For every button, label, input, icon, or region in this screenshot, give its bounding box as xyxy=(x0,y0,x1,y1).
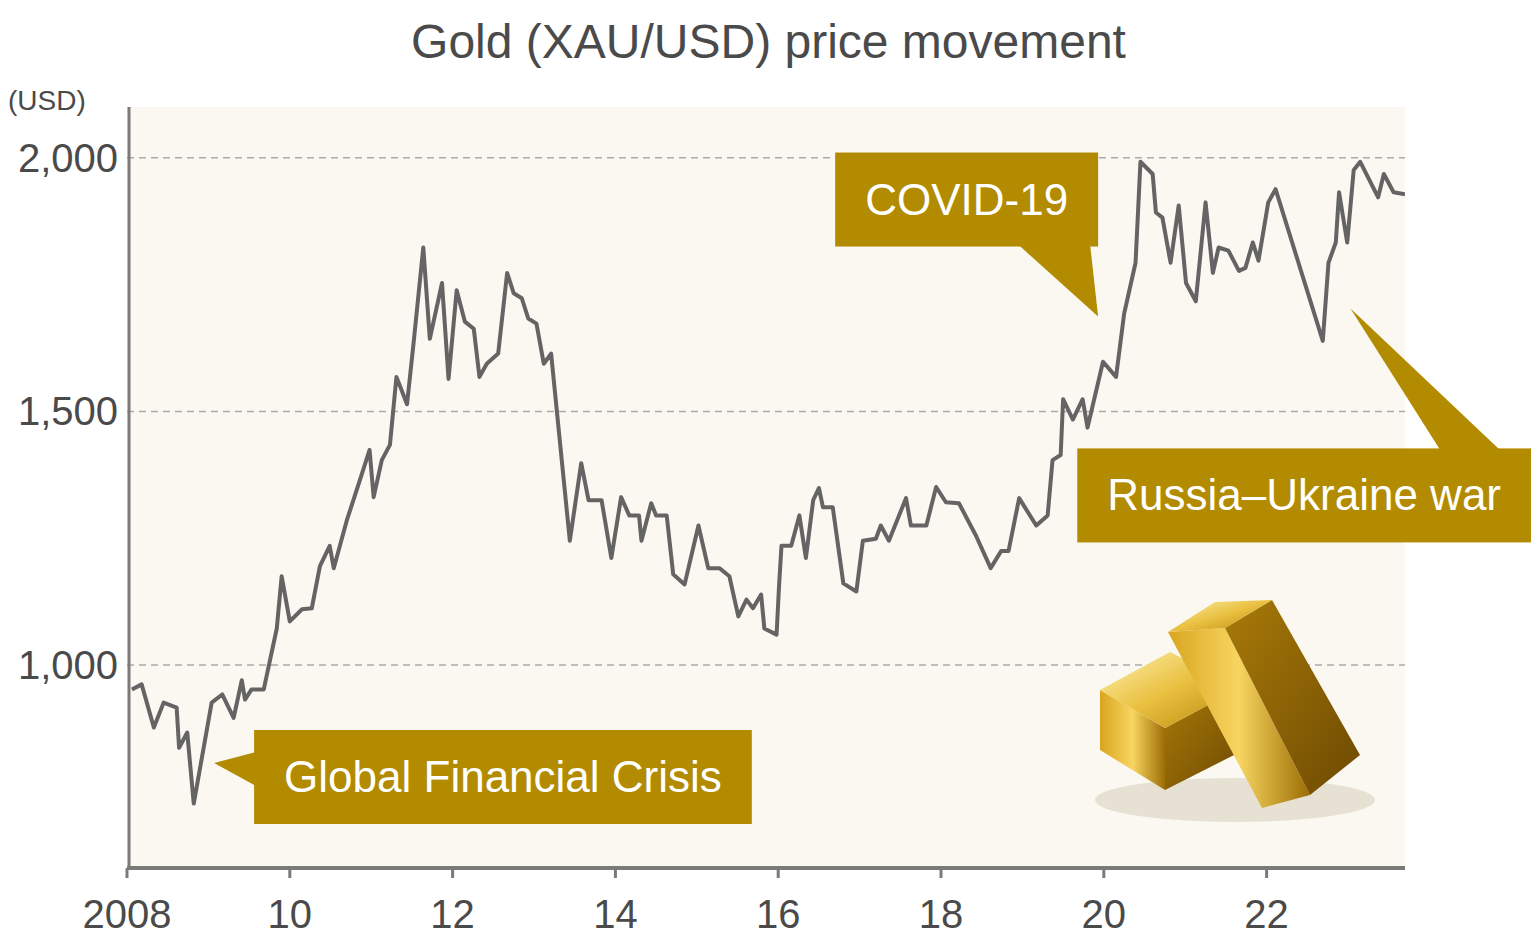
grid-line xyxy=(127,157,1405,159)
annotation: Russia–Ukraine war xyxy=(1077,308,1531,542)
annotation-pointer xyxy=(1018,245,1098,317)
x-tick xyxy=(777,868,780,878)
x-tick-label: 20 xyxy=(1082,892,1127,936)
annotation-box xyxy=(1077,448,1531,542)
x-tick xyxy=(451,868,454,878)
annotation: COVID-19 xyxy=(835,153,1098,317)
bar-face xyxy=(1225,600,1360,795)
x-tick xyxy=(614,868,617,878)
x-axis-line xyxy=(127,866,1405,870)
grid-line xyxy=(127,411,1405,413)
y-tick-label: 1,000 xyxy=(18,643,118,687)
x-tick xyxy=(940,868,943,878)
annotation-pointer xyxy=(214,752,256,786)
y-tick-label: 2,000 xyxy=(18,136,118,180)
chart: Gold (XAU/USD) price movement (USD) 1,000 1… xyxy=(0,0,1537,945)
x-tick-label: 10 xyxy=(268,892,313,936)
annotation-box xyxy=(254,730,752,824)
x-tick xyxy=(126,868,129,878)
annotation: Global Financial Crisis xyxy=(214,730,752,824)
y-axis-label: (USD) xyxy=(8,85,86,116)
x-tick-label: 12 xyxy=(430,892,475,936)
y-axis-line xyxy=(128,107,131,868)
title: Gold (XAU/USD) price movement xyxy=(411,15,1126,68)
x-tick-label: 16 xyxy=(756,892,801,936)
annotation-box xyxy=(835,153,1098,247)
x-tick-label: 14 xyxy=(593,892,638,936)
x-tick-label: 18 xyxy=(919,892,964,936)
gold-bars-illustration xyxy=(1095,600,1375,822)
x-tick xyxy=(1102,868,1105,878)
annotation-text: Global Financial Crisis xyxy=(284,752,722,801)
annotation-text: Russia–Ukraine war xyxy=(1107,470,1501,519)
bar-face xyxy=(1168,600,1272,632)
y-tick-label: 1,500 xyxy=(18,389,118,433)
x-tick-label: 22 xyxy=(1244,892,1289,936)
annotation-text: COVID-19 xyxy=(865,175,1068,224)
shadow xyxy=(1095,778,1375,822)
x-tick xyxy=(1265,868,1268,878)
annotation-pointer xyxy=(1351,308,1501,450)
x-tick-label: 2008 xyxy=(83,892,172,936)
x-tick xyxy=(288,868,291,878)
